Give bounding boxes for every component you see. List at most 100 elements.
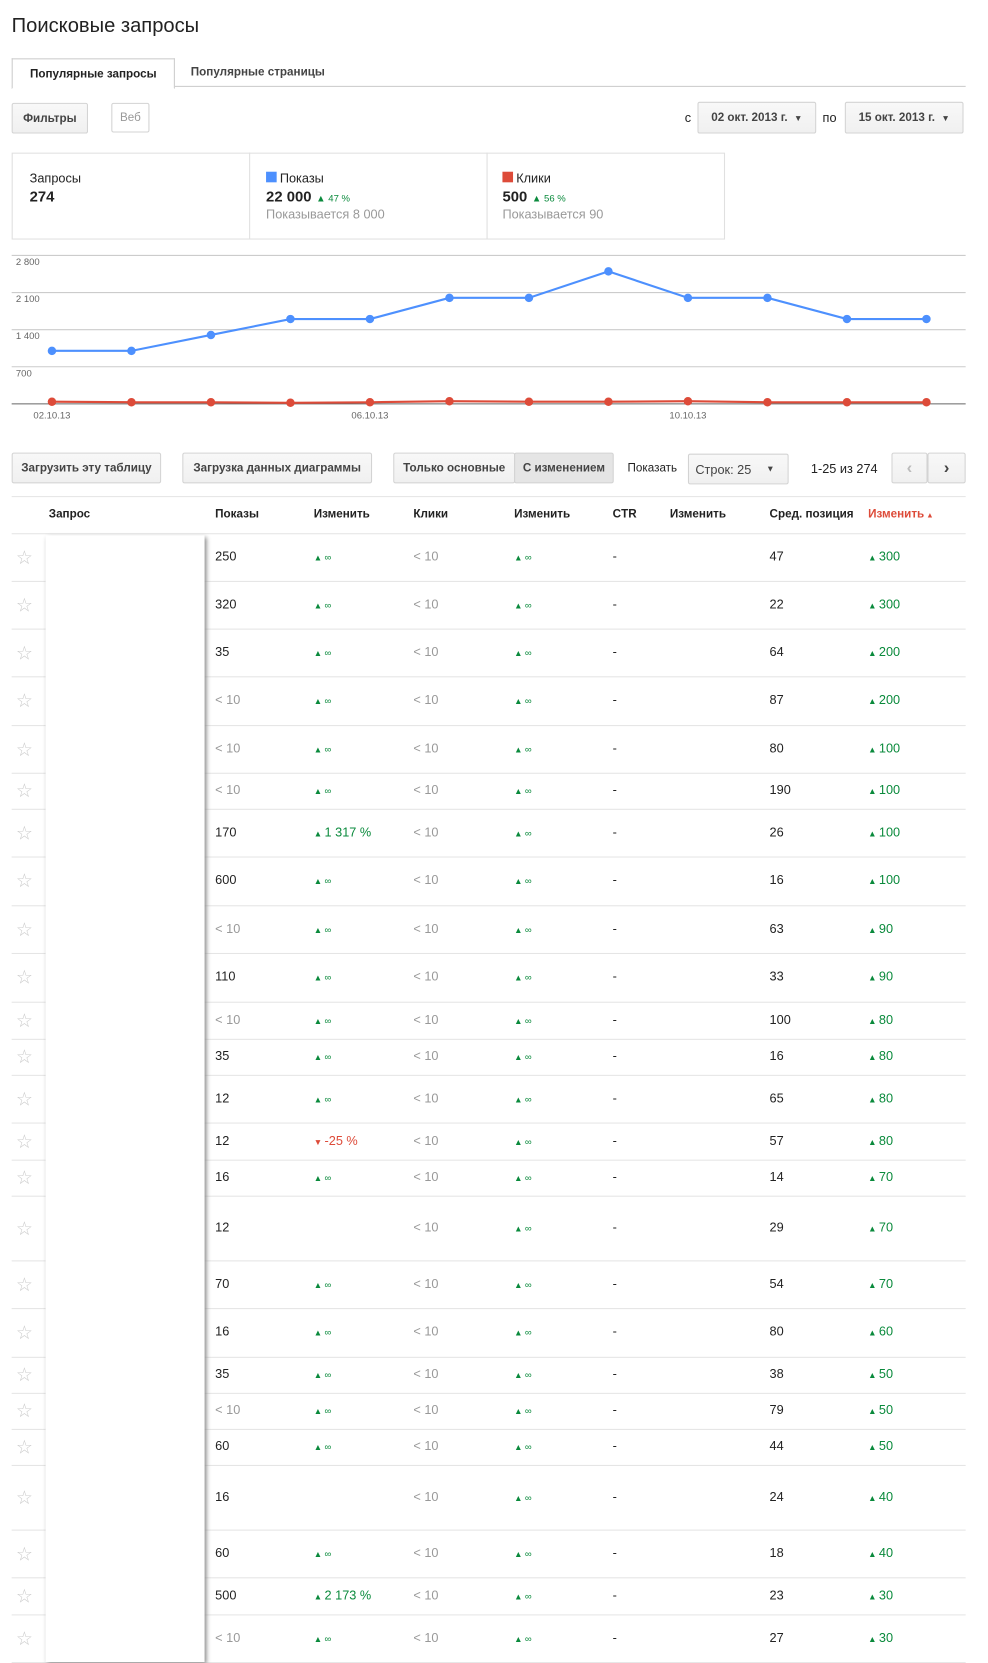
star[interactable]: ☆ [15, 1364, 34, 1386]
column-header[interactable]: Изменить [313, 507, 370, 521]
star[interactable]: ☆ [15, 780, 34, 802]
star[interactable]: ☆ [15, 738, 34, 760]
chart: 700 1 400 2 100 2 800 02.10.13 06.10.13 10.10.… [11, 254, 966, 422]
tab[interactable]: Популярные страницы [190, 65, 325, 79]
star[interactable]: ☆ [15, 1130, 34, 1152]
arrow: ▲ [868, 1173, 879, 1183]
star[interactable]: ☆ [15, 870, 34, 892]
column-header[interactable]: Сред. позиция [769, 507, 854, 521]
cell-text: 23 [769, 1587, 784, 1603]
cell-text: 80 [878, 1090, 894, 1106]
star[interactable]: ☆ [15, 1046, 34, 1068]
cell: < 10 [413, 740, 438, 755]
cell-text: 35 [215, 1048, 230, 1064]
star[interactable]: ☆ [15, 1627, 34, 1649]
change-cell: ▲ 2 173 % [314, 1587, 371, 1602]
date-from[interactable]: 02 окт. 2013 г. ▼ [697, 101, 817, 134]
change-cell: ▲ 300 [868, 596, 900, 611]
arrow: ▲ [313, 1442, 325, 1453]
cell-text: < 10 [413, 643, 439, 659]
arrow: ▲ [868, 1406, 879, 1417]
data-point [206, 330, 216, 340]
column-header[interactable]: Клики [413, 507, 449, 521]
column-header[interactable]: CTR [612, 507, 637, 521]
star[interactable]: ☆ [15, 641, 34, 664]
toggle-active[interactable]: С изменением [514, 452, 614, 484]
column-header[interactable]: Изменить [514, 507, 571, 521]
star[interactable]: ☆ [15, 1400, 34, 1422]
arrow: ▼ [313, 1136, 325, 1147]
arrow: ▲ [868, 1328, 879, 1338]
row-line [11, 1428, 966, 1430]
arrow: ▲ [514, 1223, 525, 1234]
star[interactable]: ☆ [15, 1436, 34, 1458]
arrow: ▲ [514, 600, 525, 611]
download-table[interactable]: Загрузить эту таблицу [11, 452, 162, 484]
star[interactable]: ☆ [15, 1088, 34, 1110]
cell-text: < 10 [413, 1366, 439, 1382]
rows-select[interactable]: Строк: 25 ▼ [687, 453, 789, 485]
arrow: ▲ [313, 1406, 325, 1417]
arrow: ▲ [313, 552, 325, 563]
change-cell: ▲ ∞ [514, 824, 532, 839]
star[interactable]: ☆ [15, 822, 34, 844]
prev-page[interactable]: ‹ [891, 452, 928, 484]
star[interactable]: ☆ [15, 1585, 34, 1607]
cell-text: ∞ [524, 827, 532, 838]
cell-text: 300 [878, 548, 901, 564]
star[interactable]: ☆ [15, 1321, 34, 1344]
star[interactable]: ☆ [15, 1167, 34, 1189]
row-line [11, 1038, 966, 1040]
arrow: ▲ [868, 1442, 879, 1453]
star[interactable]: ☆ [15, 594, 34, 616]
cell-text: - [612, 1438, 617, 1454]
star[interactable]: ☆ [15, 1542, 34, 1565]
cell-text: ∞ [524, 1590, 532, 1602]
star[interactable]: ☆ [15, 1273, 34, 1295]
cell-text: ∞ [324, 923, 332, 935]
tab[interactable]: Популярные запросы [11, 58, 175, 90]
cell-text: < 10 [215, 692, 241, 708]
cell: 80 [770, 1324, 784, 1339]
cell: < 10 [413, 782, 438, 797]
date-to[interactable]: 15 окт. 2013 г. ▼ [844, 101, 964, 134]
cell-text: < 10 [413, 1629, 439, 1645]
star[interactable]: ☆ [15, 1486, 34, 1508]
star[interactable]: ☆ [15, 918, 34, 940]
cell-text: ∞ [524, 1135, 532, 1147]
cell-text: ∞ [324, 875, 332, 887]
cell-text: < 10 [413, 596, 439, 612]
cell: - [613, 692, 617, 707]
data-point [286, 314, 295, 324]
column-header[interactable]: Изменить ▲ [868, 507, 934, 521]
row-line [11, 952, 966, 954]
arrow: ▲ [514, 1591, 525, 1602]
toggle[interactable]: Только основные [393, 452, 516, 484]
column-header[interactable]: Показы [215, 507, 259, 521]
cell-text: 18 [769, 1544, 784, 1560]
caret: ▼ [941, 112, 950, 123]
star[interactable]: ☆ [15, 1009, 34, 1031]
cell: < 10 [413, 1489, 438, 1504]
column-header[interactable]: Изменить [669, 507, 727, 521]
next-page[interactable]: › [927, 452, 966, 484]
star[interactable]: ☆ [15, 1217, 34, 1239]
column-header[interactable]: Запрос [48, 507, 91, 521]
download-chart[interactable]: Загрузка данных диаграммы [182, 452, 373, 484]
star[interactable]: ☆ [15, 690, 34, 712]
data-point [683, 293, 693, 303]
star[interactable]: ☆ [15, 546, 34, 568]
legend-label: Клики [516, 170, 551, 186]
cell-text: - [612, 1275, 617, 1291]
cell: - [613, 549, 617, 564]
change-cell: ▲ ∞ [514, 872, 532, 887]
web-button[interactable]: Веб [111, 102, 150, 133]
cell-text: 50 [878, 1366, 894, 1382]
data-point [763, 398, 772, 407]
row-line [11, 1308, 966, 1310]
cell-text: - [612, 1402, 617, 1418]
filter-button[interactable]: Фильтры [11, 102, 88, 134]
change-cell: ▲ ∞ [314, 1012, 332, 1027]
cell-text: 57 [769, 1132, 784, 1148]
star[interactable]: ☆ [15, 966, 34, 988]
